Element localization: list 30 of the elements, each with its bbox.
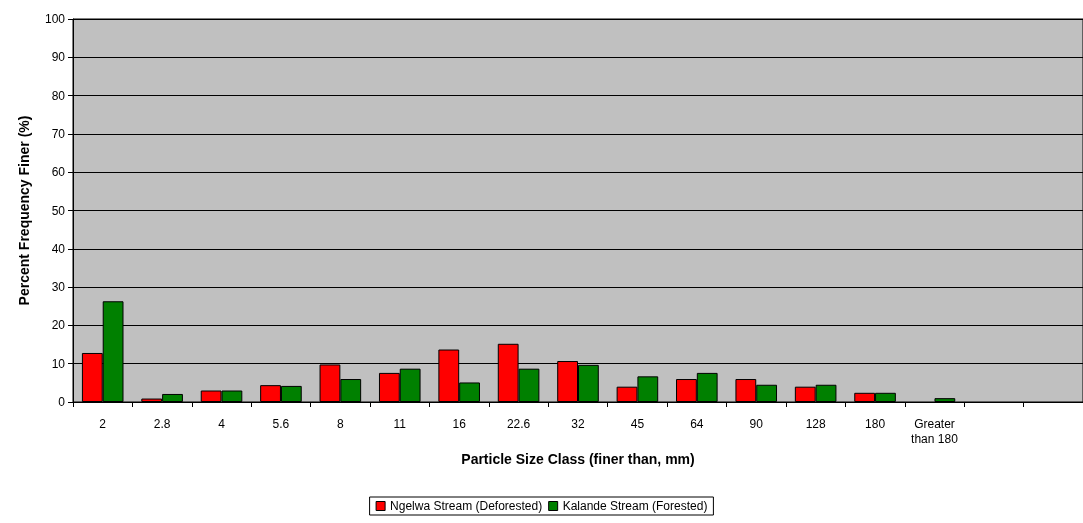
legend-label: Ngelwa Stream (Deforested) <box>390 499 543 513</box>
y-tick-label: 40 <box>51 241 66 256</box>
x-tick-label: 128 <box>805 416 826 431</box>
y-tick-label: 70 <box>51 126 66 141</box>
y-tick-label: 20 <box>51 318 66 333</box>
legend-label: Kalande Stream (Forested) <box>562 499 708 513</box>
x-tick-label: 32 <box>571 416 585 431</box>
x-tick-label: 45 <box>630 416 645 431</box>
y-axis-title: Percent Frequency Finer (%) <box>16 115 32 306</box>
x-tick-label: 5.6 <box>272 416 290 431</box>
x-axis-title: Particle Size Class (finer than, mm) <box>461 451 695 467</box>
x-tick-label: Greater than 180 <box>911 416 959 446</box>
y-tick-label: 0 <box>58 395 66 409</box>
y-tick-label: 50 <box>51 203 66 218</box>
y-tick-label: 30 <box>51 280 66 295</box>
x-tick-label: 11 <box>393 416 407 431</box>
x-tick-label: 90 <box>749 416 764 431</box>
y-tick-label: 90 <box>51 50 66 65</box>
x-tick-label: 4 <box>218 416 226 431</box>
x-tick-label: 180 <box>865 416 886 431</box>
y-tick-label: 80 <box>51 88 66 103</box>
x-tick-label: 8 <box>337 416 345 431</box>
x-tick-label: 16 <box>452 416 467 431</box>
x-tick-label: 64 <box>690 416 704 431</box>
x-tick-label: 2 <box>99 416 107 431</box>
y-tick-label: 10 <box>51 356 66 371</box>
y-tick-label: 100 <box>44 12 66 26</box>
x-tick-label: 2.8 <box>153 416 171 431</box>
x-tick-label: 22.6 <box>506 416 531 431</box>
y-tick-label: 60 <box>51 165 66 180</box>
